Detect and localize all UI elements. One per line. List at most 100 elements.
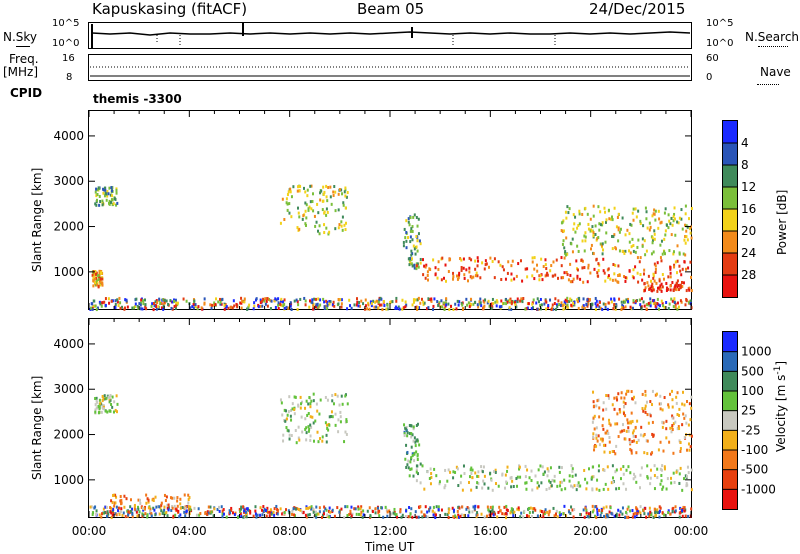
echo-cell — [411, 264, 414, 268]
colorbar-tick-label: -1000 — [741, 482, 776, 496]
echo-cell — [459, 514, 462, 518]
echo-cell — [409, 512, 412, 516]
echo-cell — [468, 256, 471, 260]
echo-cell — [547, 305, 550, 309]
echo-cell — [239, 301, 242, 305]
echo-cell — [648, 506, 651, 510]
echo-cell — [310, 425, 313, 429]
echo-cell — [474, 471, 477, 475]
echo-cell — [623, 275, 626, 279]
echo-cell — [650, 403, 653, 407]
echo-cell — [288, 437, 291, 441]
nsky-legend-line — [16, 46, 30, 47]
echo-cell — [424, 276, 427, 280]
echo-cell — [164, 499, 167, 503]
echo-cell — [100, 271, 103, 275]
echo-cell — [462, 464, 465, 468]
echo-cell — [257, 305, 260, 309]
echo-cell — [491, 488, 494, 492]
echo-region — [94, 186, 119, 207]
echo-cell — [585, 510, 588, 514]
echo-cell — [476, 513, 479, 517]
y-tick-label: 4000 — [53, 337, 84, 351]
echo-cell — [405, 465, 408, 469]
echo-cell — [176, 301, 179, 305]
echo-cell — [305, 515, 308, 519]
echo-cell — [415, 423, 418, 427]
echo-cell — [265, 514, 268, 518]
echo-cell — [617, 508, 620, 512]
echo-cell — [584, 239, 587, 243]
echo-cell — [405, 303, 408, 307]
echo-cell — [452, 470, 455, 474]
echo-cell — [626, 507, 629, 511]
echo-cell — [596, 513, 599, 517]
echo-cell — [566, 252, 569, 256]
echo-cell — [625, 429, 628, 433]
echo-cell — [108, 400, 111, 404]
echo-cell — [660, 220, 663, 224]
echo-cell — [155, 305, 158, 309]
echo-cell — [649, 304, 652, 308]
echo-cell — [430, 297, 433, 301]
echo-cell — [677, 305, 680, 309]
echo-cell — [583, 468, 586, 472]
echo-cell — [217, 300, 220, 304]
echo-cell — [598, 443, 601, 447]
nave-tick-low: 0 — [706, 72, 713, 83]
echo-cell — [685, 224, 688, 228]
echo-cell — [245, 515, 248, 519]
echo-cell — [601, 252, 604, 256]
echo-cell — [411, 452, 414, 456]
echo-cell — [659, 243, 662, 247]
echo-cell — [618, 297, 621, 301]
echo-cell — [639, 486, 642, 490]
echo-cell — [634, 511, 637, 515]
x-tick-label: 08:00 — [272, 524, 307, 538]
echo-cell — [395, 513, 398, 517]
echo-cell — [574, 473, 577, 477]
echo-cell — [109, 193, 112, 197]
echo-cell — [192, 306, 195, 310]
echo-cell — [204, 511, 207, 515]
echo-cell — [189, 306, 192, 310]
echo-cell — [667, 509, 670, 513]
echo-cell — [108, 202, 111, 206]
echo-cell — [174, 304, 177, 308]
echo-cell — [336, 506, 339, 510]
echo-cell — [339, 415, 342, 419]
echo-cell — [293, 395, 296, 399]
echo-cell — [137, 306, 140, 310]
echo-cell — [231, 306, 234, 310]
echo-cell — [462, 307, 465, 311]
echo-cell — [114, 501, 117, 505]
echo-cell — [111, 198, 114, 202]
echo-cell — [212, 514, 215, 518]
echo-cell — [95, 203, 98, 207]
echo-cell — [467, 514, 470, 518]
echo-cell — [346, 505, 349, 509]
echo-cell — [274, 297, 277, 301]
echo-cell — [324, 395, 327, 399]
echo-cell — [307, 412, 310, 416]
y-tick-label: 2000 — [53, 220, 84, 234]
echo-cell — [674, 505, 677, 509]
echo-cell — [589, 217, 592, 221]
echo-cell — [671, 405, 674, 409]
echo-cell — [503, 512, 506, 516]
echo-cell — [563, 256, 566, 260]
echo-cell — [289, 187, 292, 191]
echo-cell — [252, 307, 255, 311]
echo-cell — [332, 193, 335, 197]
echo-cell — [111, 189, 114, 193]
echo-cell — [493, 276, 496, 280]
colorbar-swatch — [723, 371, 737, 391]
echo-cell — [185, 299, 188, 303]
echo-cell — [675, 288, 678, 292]
echo-cell — [638, 510, 641, 514]
echo-cell — [470, 303, 473, 307]
echo-cell — [653, 237, 656, 241]
echo-cell — [315, 402, 318, 406]
echo-cell — [470, 471, 473, 475]
echo-cell — [413, 213, 416, 217]
